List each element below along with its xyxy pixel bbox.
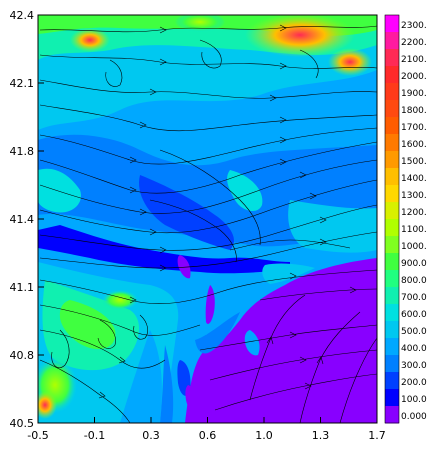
colorbar-label: 1600.: [401, 140, 427, 150]
x-tick-label: 1.0: [255, 429, 273, 442]
colorbar-swatch: [385, 15, 399, 33]
y-tick-label: 41.8: [10, 145, 35, 158]
colorbar-swatch: [385, 49, 399, 67]
x-tick-label: 0.3: [142, 429, 160, 442]
x-axis: -0.5 -0.1 0.3 0.6 1.0 1.3 1.7: [27, 417, 386, 442]
colorbar-label: 2100.: [401, 55, 427, 65]
colorbar-swatch: [385, 66, 399, 84]
colorbar-swatch: [385, 304, 399, 322]
colorbar-label: 0.000: [401, 412, 427, 422]
y-tick-label: 42.4: [10, 9, 35, 22]
colorbar-swatch: [385, 338, 399, 356]
y-tick-label: 41.4: [10, 213, 35, 226]
colorbar-label: 1400.: [401, 174, 427, 184]
x-tick-label: 1.3: [312, 429, 330, 442]
colorbar-swatch: [385, 32, 399, 50]
colorbar-swatch: [385, 117, 399, 135]
streamlines: [39, 24, 377, 423]
colorbar-label: 500.0: [401, 327, 427, 337]
y-tick-label: 40.8: [10, 349, 35, 362]
colorbar-label: 1500.: [401, 157, 427, 167]
y-tick-label: 42.1: [10, 77, 35, 90]
y-tick-label: 40.5: [10, 417, 35, 430]
x-tick-label: 0.6: [199, 429, 217, 442]
colorbar-label: 1900.: [401, 89, 427, 99]
colorbar-swatch: [385, 236, 399, 254]
y-axis: 40.5 40.8 41.1 41.4 41.8 42.1 42.4: [10, 9, 44, 430]
colorbar-label: 2000.: [401, 72, 427, 82]
colorbar-swatch: [385, 100, 399, 118]
colorbar-swatch: [385, 151, 399, 169]
colorbar-label: 200.0: [401, 378, 427, 388]
colorbar-swatch: [385, 389, 399, 407]
colorbar-label: 400.0: [401, 344, 427, 354]
colorbar-label: 100.0: [401, 395, 427, 405]
colorbar-swatch: [385, 202, 399, 220]
colorbar-label: 600.0: [401, 310, 427, 320]
colorbar-label: 700.0: [401, 293, 427, 303]
colorbar-label: 900.0: [401, 259, 427, 269]
elevation-field: [38, 15, 377, 423]
colorbar-label: 300.0: [401, 361, 427, 371]
colorbar-swatch: [385, 270, 399, 288]
colorbar-label: 1200.: [401, 208, 427, 218]
colorbar-frame: [384, 14, 400, 424]
colorbar-label: 800.0: [401, 276, 427, 286]
colorbar-swatch: [385, 83, 399, 101]
colorbar-label: 1800.: [401, 106, 427, 116]
colorbar-swatch: [385, 185, 399, 203]
colorbar-swatch: [385, 355, 399, 373]
colorbar-label: 1000.: [401, 242, 427, 252]
colorbar-swatch: [385, 168, 399, 186]
colorbar-label: 1100.: [401, 225, 427, 235]
y-tick-label: 41.1: [10, 281, 35, 294]
x-tick-label: -0.5: [27, 429, 48, 442]
colorbar-swatch: [385, 406, 399, 424]
colorbar-label: 1700.: [401, 123, 427, 133]
colorbar-swatch: [385, 287, 399, 305]
colorbar: 2300. 2200. 2100. 2000. 1900. 1800. 1700. 1600.…: [384, 14, 427, 424]
colorbar-swatch: [385, 253, 399, 271]
colorbar-label: 2200.: [401, 38, 427, 48]
colorbar-swatch: [385, 134, 399, 152]
x-tick-label: -0.1: [84, 429, 105, 442]
colorbar-label: 2300.: [401, 21, 427, 31]
x-tick-label: 1.7: [368, 429, 386, 442]
colorbar-label: 1300.: [401, 191, 427, 201]
colorbar-swatch: [385, 321, 399, 339]
streamline-arrows: [98, 24, 357, 399]
colorbar-swatch: [385, 219, 399, 237]
colorbar-swatch: [385, 372, 399, 390]
